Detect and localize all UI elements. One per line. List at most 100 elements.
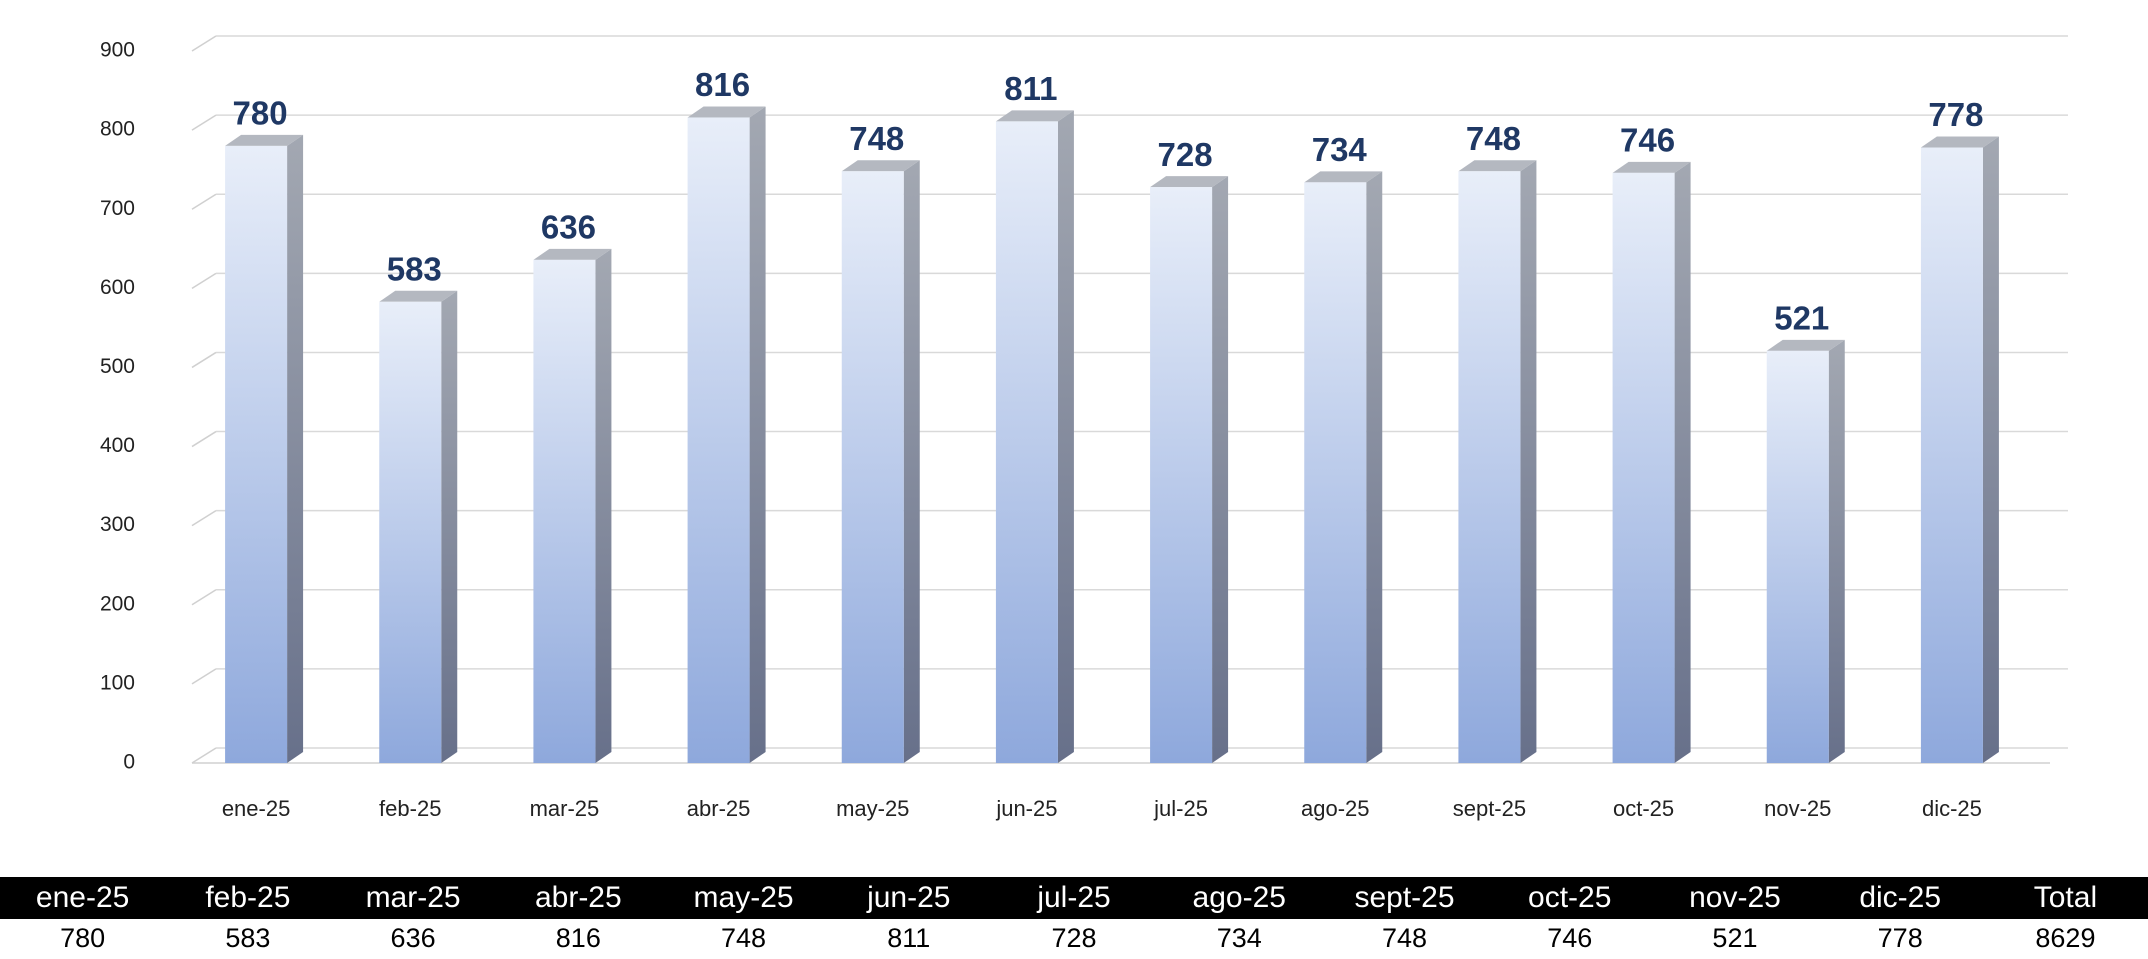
y-tick-label: 100 bbox=[100, 671, 135, 694]
bar bbox=[225, 145, 288, 763]
cell: 521 bbox=[1712, 923, 1758, 953]
data-label: 728 bbox=[1158, 136, 1213, 173]
header-cell: oct-25 bbox=[1528, 881, 1612, 914]
bar bbox=[379, 301, 442, 763]
bar bbox=[533, 259, 596, 763]
cell: 8629 bbox=[2035, 923, 2096, 953]
grid-line bbox=[191, 430, 217, 448]
grid-line bbox=[191, 747, 217, 764]
x-tick-label: oct-25 bbox=[1613, 796, 1674, 821]
bar-side bbox=[1982, 136, 1999, 763]
data-label: 521 bbox=[1774, 300, 1829, 337]
header-cell: jul-25 bbox=[1037, 881, 1111, 914]
header-cell: feb-25 bbox=[205, 881, 291, 914]
cell: 728 bbox=[1051, 923, 1097, 953]
y-tick-label: 600 bbox=[100, 276, 135, 299]
bar-top bbox=[533, 248, 612, 260]
header-cell: sept-25 bbox=[1354, 881, 1455, 914]
bar bbox=[1458, 171, 1521, 763]
bar-top bbox=[1304, 171, 1383, 183]
data-label: 583 bbox=[387, 251, 442, 288]
y-tick-label: 900 bbox=[100, 39, 135, 62]
bar-side bbox=[287, 134, 304, 763]
header-cell: mar-25 bbox=[365, 881, 461, 914]
header-cell: jun-25 bbox=[867, 881, 951, 914]
cell: 816 bbox=[555, 923, 601, 953]
bar-top bbox=[1150, 176, 1229, 188]
header-cell: abr-25 bbox=[534, 881, 622, 914]
bar-side bbox=[1366, 171, 1383, 763]
bar-side bbox=[749, 106, 766, 764]
y-tick-label: 800 bbox=[100, 118, 135, 141]
bar-top bbox=[687, 106, 766, 118]
bar bbox=[995, 121, 1058, 764]
bar-side bbox=[1674, 161, 1691, 763]
bar-top bbox=[1766, 339, 1845, 351]
x-tick-label: nov-25 bbox=[1764, 796, 1831, 821]
cell: 778 bbox=[1877, 923, 1923, 953]
grid-line bbox=[191, 193, 217, 210]
grid-line bbox=[191, 272, 217, 289]
bar bbox=[687, 117, 750, 764]
x-tick-label: ene-25 bbox=[222, 796, 291, 821]
cell: 746 bbox=[1547, 923, 1593, 953]
bar-top bbox=[841, 160, 920, 172]
y-tick-label: 500 bbox=[100, 355, 135, 378]
data-label: 811 bbox=[1004, 70, 1057, 107]
bar-top bbox=[1458, 160, 1537, 172]
cell: 748 bbox=[721, 923, 767, 953]
x-tick-label: mar-25 bbox=[530, 796, 600, 821]
data-label: 816 bbox=[695, 66, 750, 103]
x-tick-label: feb-25 bbox=[379, 796, 441, 821]
y-tick-label: 0 bbox=[123, 751, 135, 774]
grid-line bbox=[191, 35, 217, 52]
bar-top bbox=[995, 110, 1074, 122]
header-cell: nov-25 bbox=[1689, 881, 1781, 914]
bar bbox=[1150, 187, 1213, 763]
bar-side bbox=[1212, 176, 1229, 763]
bar bbox=[1920, 147, 1983, 763]
grid-line bbox=[191, 668, 217, 685]
bar-side bbox=[903, 160, 920, 763]
cell: 780 bbox=[60, 923, 106, 953]
header-cell: ene-25 bbox=[35, 881, 130, 914]
grid-line bbox=[191, 351, 217, 369]
bar-top bbox=[379, 290, 458, 302]
y-tick-label: 200 bbox=[100, 592, 135, 615]
grid-line bbox=[191, 589, 217, 606]
x-tick-label: dic-25 bbox=[1922, 796, 1982, 821]
cell: 811 bbox=[887, 923, 931, 953]
bar-top bbox=[1612, 161, 1691, 173]
y-tick-label: 700 bbox=[100, 197, 135, 220]
data-label: 748 bbox=[1466, 120, 1521, 157]
bar-top bbox=[1920, 136, 1999, 148]
y-tick-label: 300 bbox=[100, 513, 135, 536]
grid-line bbox=[191, 114, 217, 131]
header-cell: ago-25 bbox=[1192, 881, 1286, 914]
data-label: 778 bbox=[1928, 96, 1983, 133]
x-tick-label: jun-25 bbox=[995, 796, 1057, 821]
bar-side bbox=[1057, 110, 1074, 764]
table-header: ene-25 feb-25 mar-25 abr-25 may-25 jun-25 jul-… bbox=[0, 877, 2148, 919]
bar-side bbox=[441, 290, 458, 763]
data-label: 636 bbox=[541, 209, 596, 246]
data-label: 746 bbox=[1620, 122, 1675, 159]
x-tick-label: jul-25 bbox=[1153, 796, 1208, 821]
header-cell: Total bbox=[2033, 881, 2098, 914]
x-tick-label: sept-25 bbox=[1453, 796, 1526, 821]
bar bbox=[1766, 350, 1829, 763]
cell: 636 bbox=[390, 923, 436, 953]
chart: 0 100 200 300 400 500 600 700 800 900 ene-25 780 feb… bbox=[100, 35, 2068, 821]
data-label: 734 bbox=[1312, 131, 1368, 168]
y-tick-label: 400 bbox=[100, 434, 135, 457]
table-body: 780 583 636 816 748 811 728 734 748 746 521 778 8629 bbox=[0, 919, 2148, 957]
cell: 748 bbox=[1381, 923, 1428, 953]
bar-top bbox=[225, 134, 304, 146]
bar-side bbox=[595, 248, 612, 763]
cell: 734 bbox=[1216, 923, 1262, 953]
data-label: 780 bbox=[233, 95, 288, 132]
bar-side bbox=[1828, 339, 1845, 763]
bar bbox=[1304, 182, 1367, 763]
bar bbox=[841, 171, 904, 763]
